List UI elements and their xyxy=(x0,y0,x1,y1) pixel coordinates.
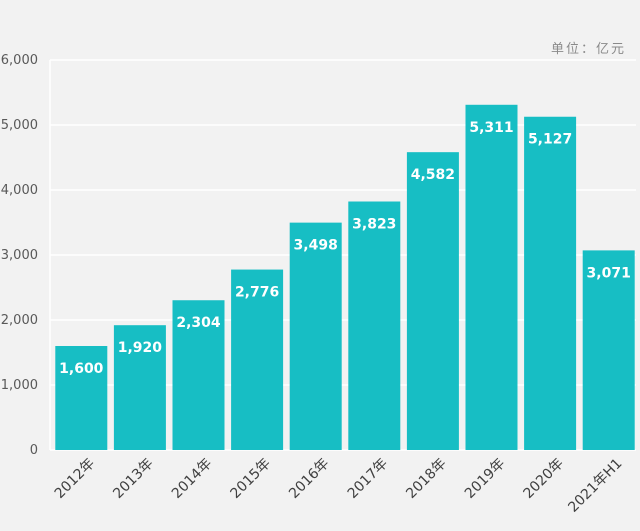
data-label: 4,582 xyxy=(411,167,455,183)
bar xyxy=(406,152,459,451)
bar xyxy=(231,269,284,450)
data-label: 1,920 xyxy=(118,340,163,356)
bar xyxy=(55,346,108,450)
x-tick-label: 2018年 xyxy=(403,456,449,502)
x-tick-label: 2019年 xyxy=(462,456,508,502)
x-tick-label: 2016年 xyxy=(286,456,332,502)
y-tick-label: 3,000 xyxy=(1,248,38,263)
x-tick-label: 2012年 xyxy=(52,456,98,502)
bar xyxy=(289,222,342,450)
x-tick-label: 2014年 xyxy=(169,456,215,502)
data-label: 1,600 xyxy=(59,361,104,377)
y-tick-label: 5,000 xyxy=(1,118,38,133)
y-tick-label: 6,000 xyxy=(1,53,38,68)
unit-label: 单位：亿元 xyxy=(550,42,626,57)
bar xyxy=(172,300,225,450)
data-label: 5,127 xyxy=(528,132,572,148)
y-tick-label: 4,000 xyxy=(1,183,38,198)
data-label: 5,311 xyxy=(469,120,513,136)
x-tick-label: 2015年 xyxy=(228,456,274,502)
bar xyxy=(113,325,166,450)
y-tick-label: 2,000 xyxy=(1,313,38,328)
x-tick-label: 2017年 xyxy=(345,456,391,502)
bar xyxy=(348,201,401,450)
y-tick-label: 0 xyxy=(30,443,38,458)
data-label: 3,071 xyxy=(587,265,631,281)
data-label: 2,304 xyxy=(176,315,221,331)
data-label: 3,823 xyxy=(352,217,396,233)
bar xyxy=(524,116,577,451)
x-tick-label: 2013年 xyxy=(110,456,156,502)
data-label: 3,498 xyxy=(294,238,338,254)
x-tick-label: 2021年H1 xyxy=(565,456,625,516)
x-tick-label: 2020年 xyxy=(521,456,567,502)
data-label: 2,776 xyxy=(235,285,279,301)
bar xyxy=(582,250,635,450)
y-tick-label: 1,000 xyxy=(1,378,38,393)
bar xyxy=(465,104,518,450)
